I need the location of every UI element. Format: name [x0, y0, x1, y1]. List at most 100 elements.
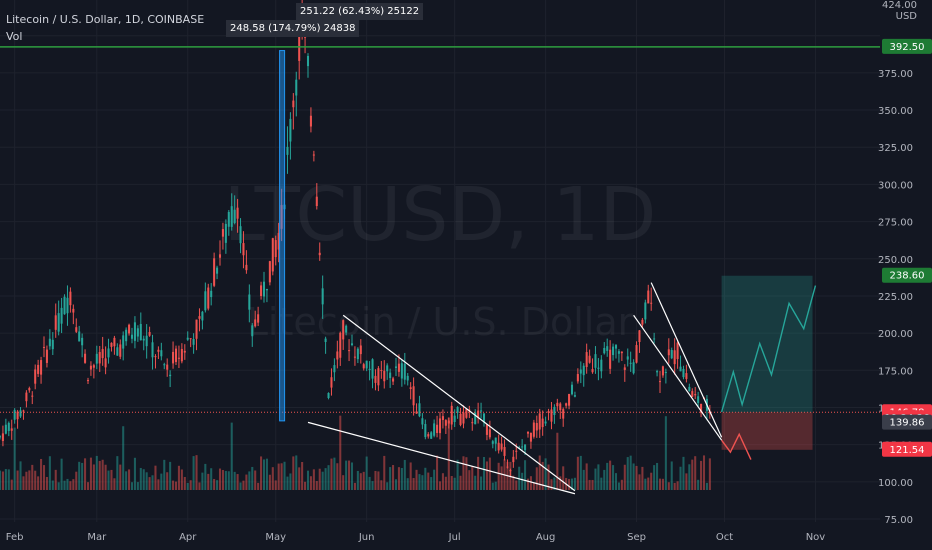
candle-body [262, 281, 266, 297]
volume-bar [453, 477, 456, 490]
candle-body [374, 375, 377, 383]
candle-body [271, 238, 274, 272]
projected-bullish-path [720, 285, 817, 413]
candle-body [92, 365, 95, 368]
y-tick-label: 300.00 [878, 180, 913, 191]
price-badge-label: 139.86 [890, 418, 925, 429]
volume-bar [477, 456, 480, 490]
volume-bar [658, 478, 662, 490]
watermark-name: Litecoin / U.S. Dollar [247, 300, 634, 344]
volume-bar [89, 457, 92, 490]
candle-body [81, 337, 84, 346]
candle-body [119, 344, 122, 357]
candle-body [629, 362, 632, 364]
volume-bar [315, 481, 318, 490]
volume-bar [494, 481, 497, 490]
volume-bar [339, 415, 342, 490]
candle-body [368, 368, 371, 370]
candle-body [242, 243, 245, 256]
volume-bar [4, 469, 7, 490]
candle-body [438, 418, 442, 434]
volume-bar [16, 470, 19, 490]
volume-bar [40, 458, 43, 490]
candle-body [647, 290, 650, 304]
volume-bar [201, 472, 204, 490]
volume-bar [213, 478, 216, 490]
volume-bar [697, 479, 700, 490]
volume-bar [450, 476, 453, 490]
volume-bar [157, 479, 160, 490]
candle-body [694, 394, 697, 396]
candle-body [403, 363, 406, 380]
x-tick-label: Feb [6, 532, 24, 543]
volume-bar [353, 482, 356, 490]
candle-body [635, 345, 638, 363]
candle-body [568, 394, 571, 406]
volume-bar [330, 458, 333, 490]
candle-body [485, 424, 488, 435]
volume-bar [433, 469, 436, 490]
candle-body [644, 302, 647, 320]
volume-bar [186, 482, 189, 490]
volume-bar [471, 465, 474, 490]
volume-bar [600, 477, 603, 490]
wedge-upper-line [650, 282, 723, 438]
volume-bar [345, 460, 348, 490]
volume-bar [415, 469, 418, 490]
candle-body [471, 422, 474, 424]
volume-bar [66, 478, 69, 490]
volume-label: Vol [6, 30, 23, 43]
volume-bar [383, 455, 386, 490]
candle-body [667, 349, 670, 356]
candle-body [547, 411, 550, 413]
volume-bar [309, 476, 312, 490]
triangle-upper-line [342, 314, 576, 492]
candle-body [154, 356, 157, 358]
volume-bar [210, 468, 213, 490]
candle-body [13, 409, 16, 420]
volume-bar [438, 481, 442, 490]
volume-bar [594, 468, 597, 490]
candle-body [500, 443, 503, 450]
y-tick-label: 75.00 [884, 515, 913, 526]
volume-bar [667, 482, 670, 490]
volume-bar [257, 482, 260, 490]
candle-body [324, 338, 327, 343]
candle-body [365, 360, 368, 369]
candle-body [685, 373, 688, 379]
candle-body [456, 407, 459, 413]
triangle-lower-line [307, 421, 576, 495]
candle-body [521, 446, 524, 448]
volume-bar [125, 471, 128, 490]
candle-body [125, 329, 128, 342]
candle-body [480, 410, 483, 412]
candle-body [409, 387, 412, 390]
volume-bar [301, 461, 304, 490]
candle-body [641, 319, 644, 325]
volume-bar [362, 471, 365, 490]
volume-bar [245, 474, 248, 490]
candle-body [98, 352, 101, 364]
candle-body [254, 319, 257, 327]
candle-body [192, 339, 195, 345]
volume-bar [48, 456, 51, 490]
volume-bar [532, 482, 535, 490]
candle-body [594, 354, 597, 368]
volume-bar [271, 467, 274, 490]
volume-bar [101, 459, 104, 490]
volume-bar [104, 464, 107, 490]
candle-body [95, 353, 98, 364]
candle-body [524, 444, 527, 451]
candle-body [600, 359, 603, 372]
volume-bar [541, 461, 544, 490]
volume-bar [380, 480, 383, 490]
candle-body [277, 232, 280, 250]
candle-body [503, 447, 506, 456]
candle-body [37, 364, 40, 374]
candle-body [34, 369, 37, 384]
candle-body [19, 410, 22, 417]
candle-body [603, 347, 606, 354]
volume-bar [306, 470, 310, 490]
